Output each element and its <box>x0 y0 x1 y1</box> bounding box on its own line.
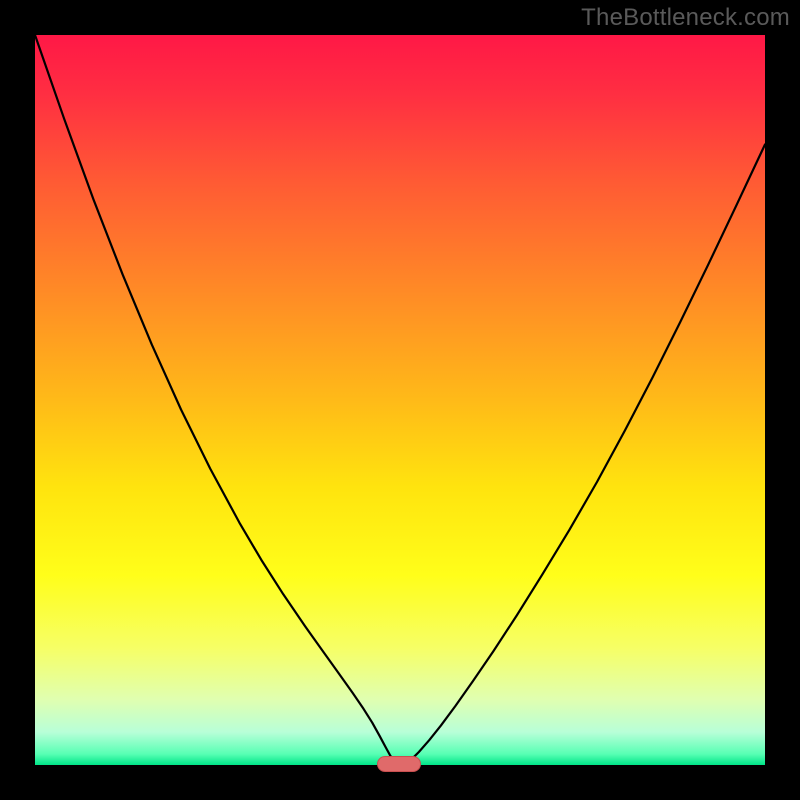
bottleneck-curve <box>35 35 765 765</box>
optimal-marker <box>377 756 421 772</box>
plot-area <box>35 35 765 765</box>
watermark-text: TheBottleneck.com <box>581 4 790 32</box>
